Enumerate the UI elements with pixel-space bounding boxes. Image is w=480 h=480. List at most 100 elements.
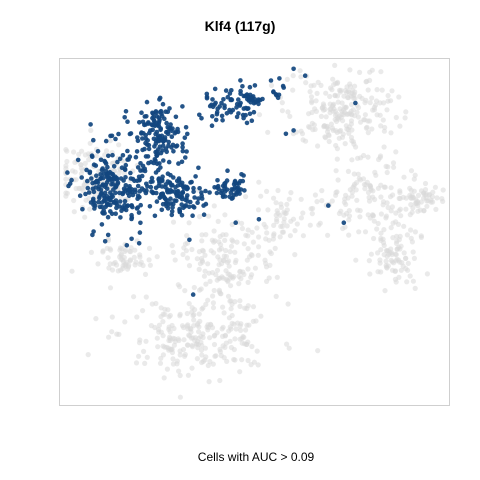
background-cell-point (172, 257, 178, 263)
positive-cell-point (139, 173, 145, 179)
background-cell-point (128, 245, 134, 251)
positive-cell-point (234, 114, 240, 120)
background-cell-point (82, 160, 88, 166)
background-cell-point (311, 122, 317, 128)
positive-cell-point (158, 127, 163, 133)
positive-cell-point (182, 135, 188, 140)
background-cell-point (160, 319, 166, 325)
positive-cell-point (256, 97, 261, 102)
background-cell-point (224, 358, 230, 364)
background-cell-point (384, 107, 390, 113)
background-cell-point (105, 255, 111, 261)
background-cell-point (116, 142, 122, 148)
positive-cell-point (98, 172, 103, 177)
background-cell-point (284, 76, 290, 82)
background-cell-point (385, 93, 391, 99)
background-cell-point (220, 343, 226, 349)
background-cell-point (372, 196, 378, 203)
positive-cell-point (169, 128, 174, 134)
positive-cell-point (210, 114, 215, 119)
positive-cell-point (190, 213, 195, 218)
positive-cell-point (155, 138, 161, 143)
background-cell-point (180, 346, 187, 353)
positive-cell-point (173, 114, 179, 120)
positive-cell-point (190, 292, 196, 297)
positive-cell-point (172, 130, 178, 136)
positive-cell-point (134, 178, 140, 184)
background-cell-point (225, 279, 231, 285)
positive-cell-point (105, 214, 111, 220)
background-cell-point (217, 377, 223, 384)
background-cell-point (303, 80, 309, 86)
background-cell-point (229, 237, 235, 243)
background-cell-point (373, 98, 380, 104)
positive-cell-point (96, 199, 101, 205)
background-cell-point (424, 198, 430, 204)
positive-cell-point (154, 199, 160, 204)
background-cell-point (357, 214, 363, 220)
background-cell-point (244, 257, 250, 263)
background-cell-point (227, 272, 233, 278)
background-cell-point (240, 269, 246, 275)
background-cell-point (205, 362, 211, 369)
background-cell-point (207, 278, 213, 284)
background-cell-point (410, 249, 416, 255)
background-cell-point (71, 209, 77, 215)
positive-cell-point (156, 177, 161, 182)
background-cell-point (346, 130, 352, 136)
background-cell-point (220, 304, 226, 310)
background-cell-point (184, 323, 190, 329)
positive-cell-point (124, 243, 130, 248)
background-cell-point (198, 347, 205, 353)
background-cell-point (315, 79, 321, 85)
positive-cell-point (236, 97, 241, 102)
positive-cell-point (219, 113, 225, 119)
positive-cell-point (196, 165, 201, 171)
positive-cell-point (125, 119, 130, 124)
positive-cell-point (180, 141, 185, 146)
background-cell-point (355, 207, 361, 213)
positive-cell-point (224, 187, 230, 192)
positive-cell-point (161, 139, 166, 144)
positive-cell-point (179, 191, 185, 196)
background-cell-point (223, 232, 229, 238)
background-cell-point (404, 232, 410, 238)
background-cell-point (176, 337, 182, 344)
background-cell-point (203, 232, 209, 238)
positive-cell-point (326, 203, 331, 208)
background-cell-point (107, 285, 114, 291)
background-cell-point (368, 251, 374, 257)
positive-cell-point (268, 78, 274, 83)
background-cell-point (389, 88, 395, 94)
background-cell-point (87, 140, 93, 146)
positive-cell-point (98, 187, 104, 193)
positive-cell-point (183, 125, 189, 130)
background-cell-point (298, 128, 304, 134)
background-cell-point (339, 108, 345, 114)
positive-cell-point (123, 207, 129, 213)
background-cell-point (134, 314, 140, 320)
background-cell-point (366, 258, 372, 264)
positive-cell-point (180, 148, 186, 154)
positive-cell-point (185, 193, 190, 198)
background-cell-point (432, 184, 438, 190)
background-cell-point (198, 333, 204, 339)
background-cell-point (255, 362, 261, 368)
background-cell-point (210, 361, 216, 367)
background-cell-point (111, 261, 117, 267)
positive-cell-point (159, 184, 165, 189)
background-cell-point (385, 204, 391, 211)
positive-cell-point (175, 126, 180, 132)
positive-cell-point (230, 195, 235, 201)
positive-cell-point (353, 100, 358, 106)
positive-cell-point (93, 163, 99, 168)
background-cell-point (286, 345, 292, 351)
background-cell-point (238, 321, 244, 327)
positive-cell-point (137, 120, 142, 125)
background-cell-point (279, 108, 285, 114)
background-cell-point (213, 353, 219, 359)
background-cell-point (185, 372, 191, 378)
background-cell-point (246, 322, 252, 328)
background-cell-point (274, 274, 280, 280)
background-cell-point (325, 232, 331, 238)
